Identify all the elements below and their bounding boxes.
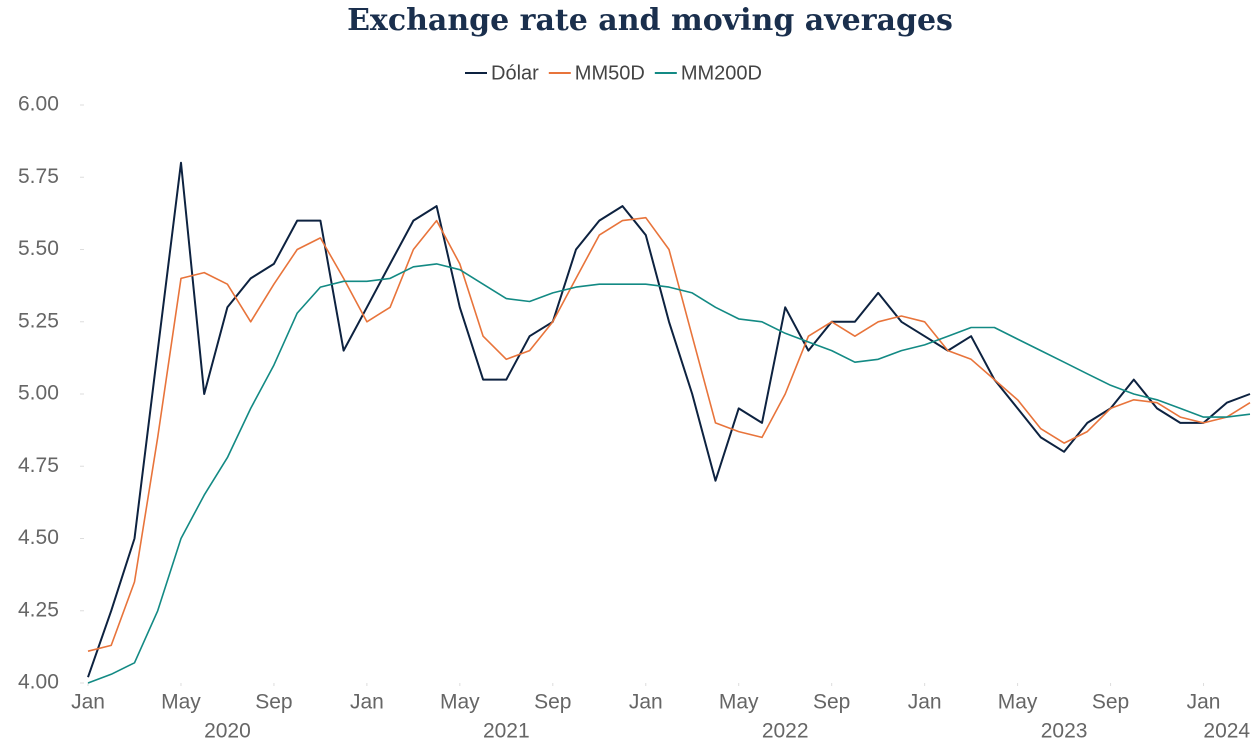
x-tick-label: Jan — [1187, 691, 1221, 714]
y-tick-label: 5.25 — [18, 309, 59, 332]
x-tick-label: May — [998, 691, 1038, 714]
y-tick-label: 6.00 — [18, 93, 59, 116]
x-tick-label: May — [440, 691, 480, 714]
x-tick-label: Jan — [629, 691, 663, 714]
x-tick-label: Sep — [1092, 691, 1129, 714]
x-tick-label: Jan — [350, 691, 384, 714]
x-tick-label: May — [161, 691, 201, 714]
x-tick-label: Jan — [908, 691, 942, 714]
y-tick-label: 4.50 — [18, 526, 59, 549]
y-tick-label: 5.00 — [18, 382, 59, 405]
year-label: 2022 — [762, 720, 809, 743]
line-0 — [87, 161, 1251, 678]
legend-label: MM50D — [575, 62, 645, 84]
legend-label: Dólar — [491, 62, 539, 84]
y-tick-label: 5.50 — [18, 237, 59, 260]
year-label: 2020 — [204, 720, 251, 743]
x-tick-label: Sep — [534, 691, 571, 714]
year-label: 2021 — [483, 720, 530, 743]
y-tick-label: 4.75 — [18, 454, 59, 477]
y-tick-label: 4.00 — [18, 671, 59, 694]
y-tick-label: 5.75 — [18, 165, 59, 188]
x-tick-label: Sep — [255, 691, 292, 714]
legend-label: MM200D — [681, 62, 762, 84]
x-tick-label: May — [719, 691, 759, 714]
x-tick-label: Sep — [813, 691, 850, 714]
y-tick-label: 4.25 — [18, 598, 59, 621]
line-2 — [87, 263, 1251, 684]
x-tick-label: Jan — [71, 691, 105, 714]
chart-title: Exchange rate and moving averages — [347, 3, 953, 38]
year-label: 2024 — [1203, 720, 1250, 743]
line-1 — [87, 216, 1251, 652]
year-label: 2023 — [1041, 720, 1088, 743]
